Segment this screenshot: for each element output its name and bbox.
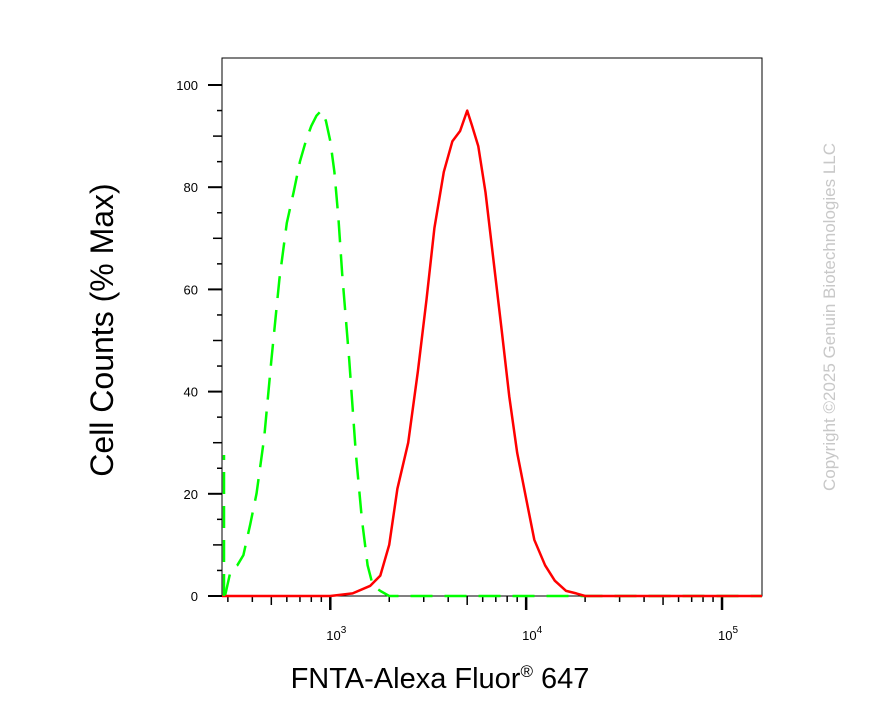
series-line-2 bbox=[222, 109, 762, 598]
x-tick-label: 103 bbox=[326, 625, 346, 643]
x-axis-title: FNTA-Alexa Fluor® 647 bbox=[291, 662, 590, 695]
y-tick-label: 60 bbox=[184, 282, 198, 297]
x-axis: 103 104 105 bbox=[227, 596, 738, 643]
y-tick-label: 20 bbox=[184, 487, 198, 502]
y-tick-label: 80 bbox=[184, 180, 198, 195]
x-tick-label: 104 bbox=[522, 625, 542, 643]
y-tick-label: 40 bbox=[184, 385, 198, 400]
x-tick-label: 105 bbox=[718, 625, 738, 643]
y-tick-label: 100 bbox=[176, 78, 198, 93]
plot-frame bbox=[221, 57, 763, 597]
y-tick-label: 0 bbox=[191, 589, 198, 604]
x-axis-title-suffix: 647 bbox=[533, 663, 589, 695]
y-axis: 0 20 40 60 80 100 bbox=[176, 78, 222, 604]
x-axis-title-superscript: ® bbox=[520, 662, 533, 681]
series-line-1 bbox=[223, 109, 762, 598]
y-axis-title: Cell Counts (% Max) bbox=[84, 183, 120, 476]
copyright-watermark: Copyright ©2025 Genuin Biotechnologies L… bbox=[820, 143, 839, 491]
x-axis-title-main: FNTA-Alexa Fluor bbox=[291, 663, 521, 695]
series-layer bbox=[222, 109, 762, 598]
